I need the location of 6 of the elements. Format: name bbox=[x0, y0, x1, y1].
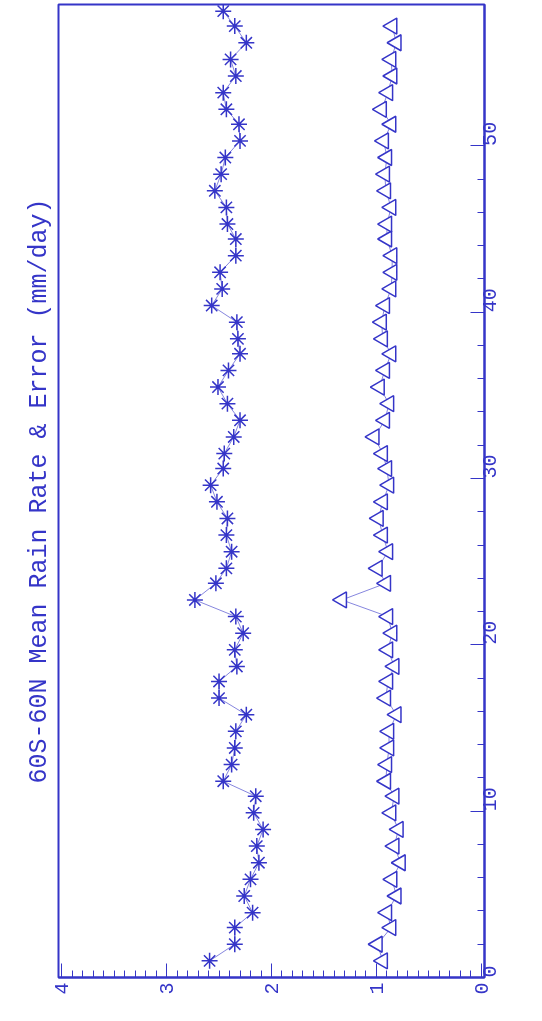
x-tick-label: 3 bbox=[156, 982, 180, 995]
x-tick-label: 2 bbox=[261, 982, 284, 995]
x-tick-label: 0 bbox=[470, 982, 494, 995]
text: 60S-60N Mean Rain Rate & Error (mm/day) bbox=[24, 198, 54, 784]
x-tick-label: 4 bbox=[51, 982, 75, 995]
x-tick-label: 1 bbox=[365, 982, 389, 995]
